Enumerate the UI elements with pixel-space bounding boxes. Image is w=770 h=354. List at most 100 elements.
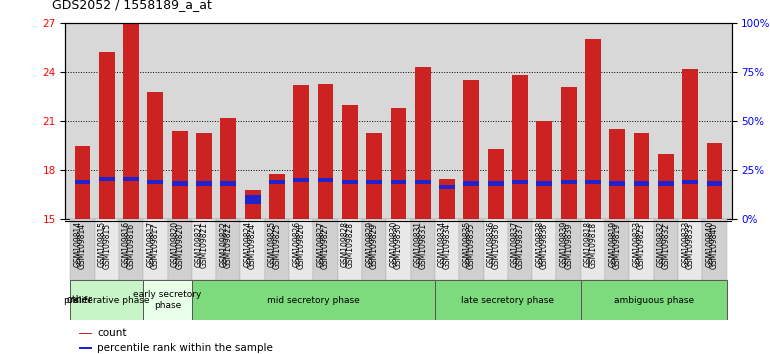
Text: GSM109821: GSM109821 [199,222,209,268]
Text: GSM109840: GSM109840 [710,222,719,269]
Text: GSM109817: GSM109817 [146,221,156,267]
Bar [634,181,649,185]
Bar [123,23,139,219]
Text: ambiguous phase: ambiguous phase [614,296,694,304]
Text: GSM109828: GSM109828 [346,222,354,268]
Text: GSM109827: GSM109827 [321,222,330,269]
Text: GSM109829: GSM109829 [365,221,374,267]
Bar [585,180,601,184]
Text: GSM109832: GSM109832 [657,221,666,267]
Bar [488,149,504,219]
Bar [216,219,240,280]
Bar [79,347,92,349]
Bar [508,219,532,280]
Bar [581,280,727,320]
Bar [367,180,382,184]
Text: GSM109832: GSM109832 [661,222,671,269]
Text: count: count [98,328,127,338]
Bar [269,174,285,219]
Text: GSM109820: GSM109820 [171,221,179,267]
Bar [318,178,333,182]
Bar [488,181,504,185]
Text: GSM109819: GSM109819 [613,222,621,269]
Text: GSM109815: GSM109815 [102,222,112,269]
Bar [682,180,698,184]
Bar [95,219,119,280]
Text: early secretory
phase: early secretory phase [133,290,202,310]
Bar [390,180,407,184]
Bar [192,219,216,280]
Text: GSM109821: GSM109821 [195,221,204,267]
Bar [435,280,581,320]
Text: GSM109835: GSM109835 [467,222,476,269]
Bar [581,219,605,280]
Bar [537,181,552,185]
Bar [168,219,192,280]
Bar [707,181,722,185]
Text: GSM109833: GSM109833 [685,222,695,269]
Text: GSM109839: GSM109839 [560,221,568,267]
Text: GSM109828: GSM109828 [341,221,350,267]
Text: GSM109837: GSM109837 [511,221,520,267]
Bar [484,219,508,280]
Bar [70,280,143,320]
Bar [143,219,168,280]
Text: GSM109840: GSM109840 [705,221,715,267]
Bar [362,219,387,280]
Text: GSM109839: GSM109839 [564,222,573,269]
Bar [390,108,407,219]
Bar [537,121,552,219]
Bar [561,87,577,219]
Text: GSM109834: GSM109834 [443,222,451,269]
Bar [387,219,410,280]
Text: GSM109815: GSM109815 [98,221,107,267]
Bar [143,280,192,320]
Bar [658,181,674,185]
Bar [410,219,435,280]
Bar [313,219,338,280]
Bar [70,219,95,280]
Text: GSM109820: GSM109820 [176,222,184,269]
Text: GSM109836: GSM109836 [487,221,496,267]
Text: GSM109819: GSM109819 [608,221,618,267]
Bar [459,219,484,280]
Text: mid secretory phase: mid secretory phase [267,296,360,304]
Bar [318,84,333,219]
Text: GSM109831: GSM109831 [418,222,427,269]
Text: GSM109816: GSM109816 [126,222,136,269]
Text: GSM109834: GSM109834 [438,221,447,267]
Text: GSM109836: GSM109836 [491,222,500,269]
Text: GSM109814: GSM109814 [73,221,82,267]
Text: GSM109838: GSM109838 [535,221,544,267]
Text: GSM109826: GSM109826 [296,222,306,269]
Bar [119,219,143,280]
Text: GSM109825: GSM109825 [273,222,281,269]
Bar [99,52,115,219]
Bar [605,219,629,280]
Text: GSM109823: GSM109823 [633,221,641,267]
Bar [220,118,236,219]
Bar [629,219,654,280]
Text: GSM109838: GSM109838 [540,222,549,269]
Bar [79,333,92,335]
Text: GSM109826: GSM109826 [293,221,301,267]
Bar [172,181,188,185]
Bar [609,181,625,185]
Text: GSM109818: GSM109818 [588,222,598,268]
Bar [99,177,115,181]
Text: GSM109827: GSM109827 [316,221,326,267]
Bar [293,178,309,182]
Text: GSM109814: GSM109814 [78,222,87,269]
Bar [464,181,479,185]
Bar [464,80,479,219]
Bar [678,219,702,280]
Bar [342,105,358,219]
Bar [293,85,309,219]
Text: GSM109823: GSM109823 [637,222,646,269]
Bar [148,92,163,219]
Text: GSM109817: GSM109817 [151,222,160,269]
Bar [172,131,188,219]
Text: GSM109822: GSM109822 [219,221,229,267]
Bar [123,177,139,181]
Bar [702,219,727,280]
